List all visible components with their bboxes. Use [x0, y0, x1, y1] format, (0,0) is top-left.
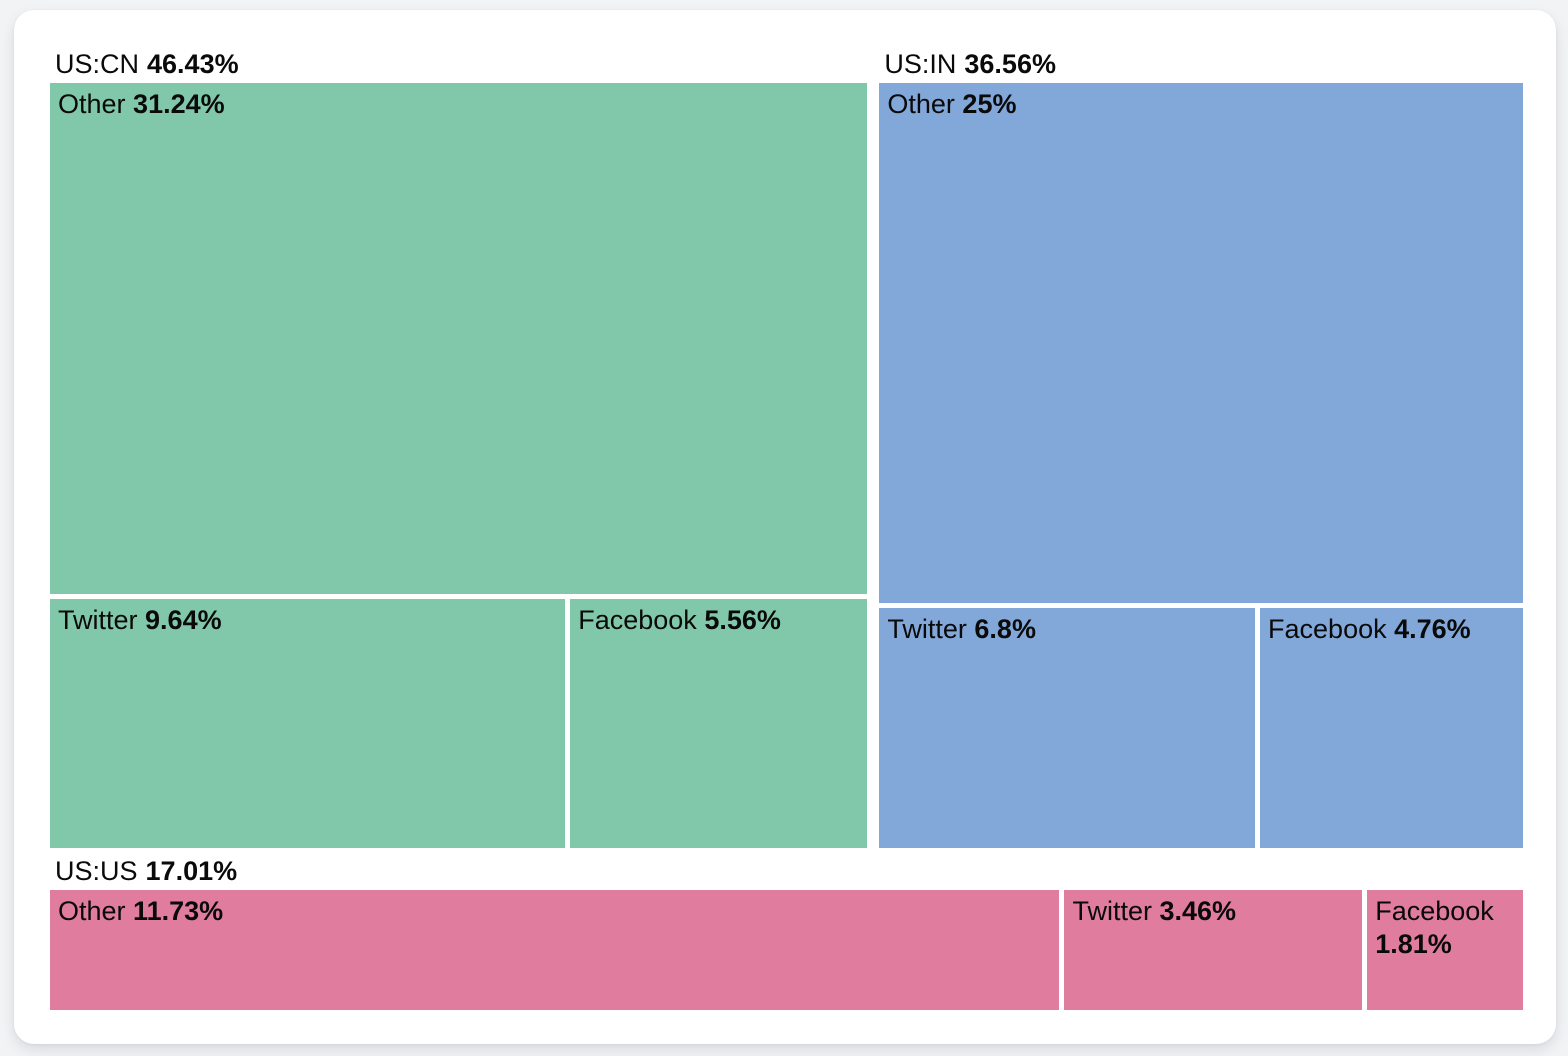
cell-value: 4.76%: [1394, 613, 1471, 644]
cell-name: Other: [887, 89, 955, 119]
cell-label: Other 31.24%: [50, 83, 867, 121]
cell-value: 25%: [962, 89, 1017, 119]
cell-label: Twitter 3.46%: [1064, 890, 1362, 928]
cell-label: Other 25%: [879, 83, 1523, 121]
treemap-group-us-us: US:US 17.01% Other 11.73% Twitter 3.46% F…: [50, 852, 1523, 1010]
group-cells-us-us: Other 11.73% Twitter 3.46% Facebook 1.81…: [50, 890, 1523, 1010]
cell-value: 6.8%: [974, 613, 1036, 644]
chart-card: US:CN 46.43% Other 31.24% Twitter 9.64%: [14, 10, 1556, 1044]
group-name: US:US: [55, 855, 138, 886]
cell-value: 31.24%: [133, 89, 225, 119]
cells-row: Twitter 9.64% Facebook 5.56%: [50, 599, 868, 848]
cell-us-cn-twitter[interactable]: Twitter 9.64%: [50, 599, 566, 848]
group-name: US:CN: [55, 48, 140, 79]
cell-label: Other 11.73%: [50, 890, 1059, 928]
cell-label: Twitter 9.64%: [50, 599, 565, 637]
group-cells-us-in: Other 25% Twitter 6.8% Facebook 4.76%: [879, 83, 1523, 848]
treemap-top-row: US:CN 46.43% Other 31.24% Twitter 9.64%: [50, 45, 1523, 848]
cell-us-in-twitter[interactable]: Twitter 6.8%: [879, 607, 1256, 848]
treemap-chart: US:CN 46.43% Other 31.24% Twitter 9.64%: [50, 45, 1523, 1010]
cell-name: Facebook: [1268, 613, 1387, 644]
cells-row: Twitter 6.8% Facebook 4.76%: [879, 607, 1523, 848]
cell-label: Facebook 4.76%: [1260, 608, 1523, 646]
group-label-us-cn: US:CN 46.43%: [50, 45, 867, 83]
group-value: 17.01%: [145, 855, 238, 886]
cell-us-us-other[interactable]: Other 11.73%: [50, 890, 1060, 1010]
cell-name: Twitter: [58, 605, 138, 636]
group-value: 46.43%: [147, 48, 239, 79]
group-value: 36.56%: [964, 48, 1056, 79]
group-label-us-us: US:US 17.01%: [50, 852, 1523, 890]
cell-value: 5.56%: [704, 605, 781, 636]
cell-us-cn-other[interactable]: Other 31.24%: [50, 83, 868, 595]
cell-name: Facebook: [1375, 896, 1494, 926]
cell-us-in-facebook[interactable]: Facebook 4.76%: [1260, 607, 1523, 848]
treemap-group-us-in: US:IN 36.56% Other 25% Twitter 6.8%: [879, 45, 1523, 848]
cell-label: Facebook 1.81%: [1367, 890, 1523, 961]
cell-name: Twitter: [1072, 896, 1152, 926]
group-cells-us-cn: Other 31.24% Twitter 9.64% Facebook 5.56…: [50, 83, 868, 848]
cell-name: Other: [58, 89, 126, 119]
cell-name: Other: [58, 896, 126, 926]
cell-us-in-other[interactable]: Other 25%: [879, 83, 1523, 603]
cell-label: Facebook 5.56%: [570, 599, 867, 637]
group-label-us-in: US:IN 36.56%: [879, 45, 1523, 83]
treemap-group-us-cn: US:CN 46.43% Other 31.24% Twitter 9.64%: [50, 45, 868, 848]
cell-us-us-twitter[interactable]: Twitter 3.46%: [1064, 890, 1363, 1010]
cell-name: Twitter: [887, 613, 967, 644]
group-name: US:IN: [884, 48, 957, 79]
cell-value: 9.64%: [145, 605, 222, 636]
cell-value: 1.81%: [1375, 928, 1452, 959]
cell-us-cn-facebook[interactable]: Facebook 5.56%: [570, 599, 868, 848]
cell-label: Twitter 6.8%: [879, 608, 1255, 646]
cell-us-us-facebook[interactable]: Facebook 1.81%: [1367, 890, 1523, 1010]
cell-name: Facebook: [578, 605, 697, 636]
cell-value: 3.46%: [1159, 896, 1237, 926]
cell-value: 11.73%: [133, 896, 224, 926]
